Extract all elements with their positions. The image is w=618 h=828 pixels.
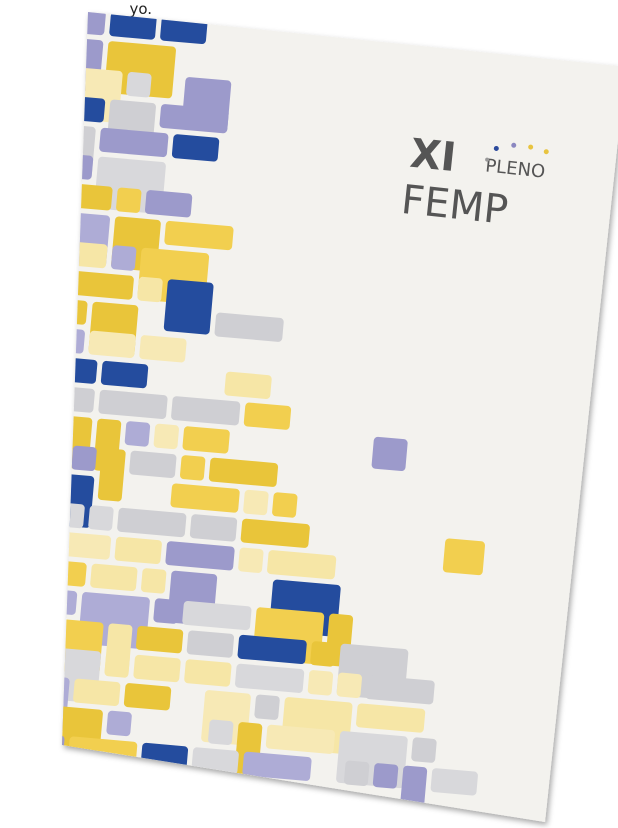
tile: [18, 470, 44, 496]
tile: [133, 655, 181, 683]
tile: [0, 730, 65, 788]
tile: [124, 421, 150, 447]
tile: [124, 683, 172, 711]
tile: [137, 276, 163, 302]
tile: [33, 268, 61, 322]
tile: [371, 437, 408, 472]
tile: [145, 190, 193, 218]
tile: [3, 643, 29, 669]
tile: [0, 672, 70, 730]
tile: [106, 710, 132, 736]
tile: [129, 450, 177, 478]
tile: [399, 765, 427, 819]
tile: [51, 94, 77, 120]
tile: [13, 528, 61, 556]
tile: [373, 763, 399, 789]
tile: [24, 703, 52, 757]
tile: [98, 448, 126, 502]
tile: [30, 296, 58, 350]
tile: [344, 760, 370, 786]
tile: [0, 701, 24, 755]
tile: [63, 532, 111, 560]
tile: [73, 678, 121, 706]
tile: [30, 325, 56, 351]
logo-roman: XI: [408, 131, 458, 182]
tile: [116, 187, 142, 213]
tile: [307, 670, 333, 696]
tile: [243, 489, 269, 515]
tile: [443, 538, 486, 575]
tile: [430, 768, 478, 796]
tile: [336, 672, 362, 698]
tile: [164, 279, 214, 335]
tile: [139, 335, 187, 363]
tile: [59, 328, 85, 354]
tile: [44, 472, 94, 528]
tile: [153, 598, 179, 624]
tile: [62, 299, 88, 325]
tile: [140, 743, 188, 771]
tile: [254, 694, 280, 720]
tile: [18, 441, 68, 497]
tile: [272, 492, 298, 518]
tile: [190, 514, 238, 542]
tile: [88, 330, 136, 358]
tile: [5, 614, 53, 642]
page: yo.cadano late deaciónismagareseriónnade…: [0, 0, 618, 828]
tile: [53, 706, 103, 762]
tile: [79, 97, 105, 123]
tile: [208, 719, 234, 745]
tile: [88, 505, 114, 531]
tile: [104, 652, 130, 678]
tile: [8, 585, 78, 615]
tile: [126, 72, 152, 98]
tile: [180, 455, 206, 481]
tile: [8, 556, 58, 612]
tile: [182, 426, 230, 454]
tile: [191, 747, 239, 775]
tile: [136, 626, 184, 654]
tile: [243, 402, 291, 430]
tile: [172, 134, 220, 162]
tile: [153, 423, 179, 449]
tile: [184, 659, 232, 687]
tile: [90, 563, 138, 591]
tile: [224, 371, 272, 399]
tile: [58, 8, 106, 36]
tile: [310, 641, 336, 667]
tile: [141, 568, 167, 594]
tile: [114, 536, 162, 564]
text-line: yo.: [129, 0, 152, 18]
tile: [411, 737, 437, 763]
tile: [46, 152, 94, 180]
tile: [186, 630, 234, 658]
tile: [111, 245, 137, 271]
tile: [71, 445, 97, 471]
tile: [238, 547, 264, 573]
tile: [101, 361, 149, 389]
tile: [61, 561, 87, 587]
tile: [160, 16, 208, 44]
